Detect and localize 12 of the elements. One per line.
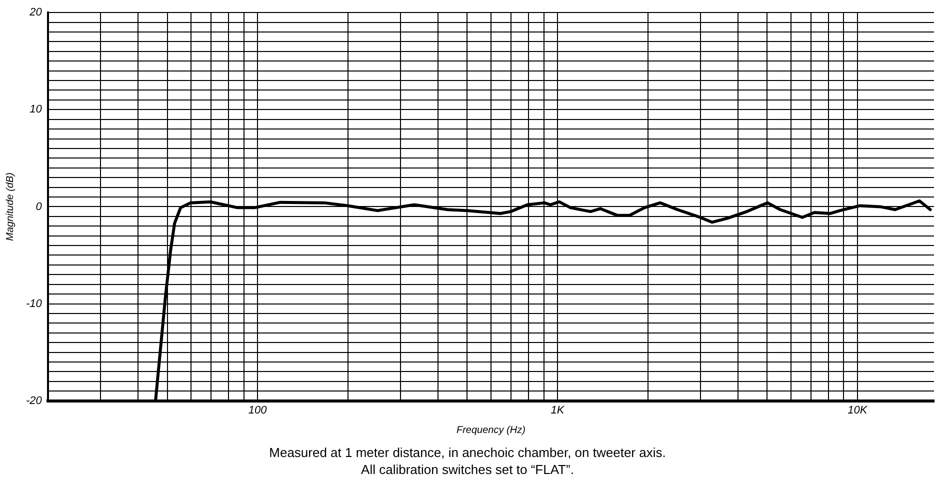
- text: Measured at 1 meter distance, in anechoic chamber, on tweeter axis.: [268, 444, 667, 461]
- x-axis-title: Frequency (Hz): [456, 424, 526, 436]
- x-tick-label: 10K: [848, 404, 868, 416]
- y-tick-label: -10: [26, 298, 43, 310]
- y-axis-title: Magnitude (dB): [4, 172, 16, 241]
- text: All calibration switches set to “FLAT”.: [360, 461, 575, 478]
- y-tick-label: 20: [28, 6, 43, 19]
- x-tick-label: 100: [248, 404, 268, 416]
- y-tick-label: 10: [30, 104, 43, 116]
- y-tick-label: 0: [36, 200, 43, 213]
- y-tick-label: -20: [26, 394, 43, 407]
- x-tick-label: 1K: [550, 404, 565, 416]
